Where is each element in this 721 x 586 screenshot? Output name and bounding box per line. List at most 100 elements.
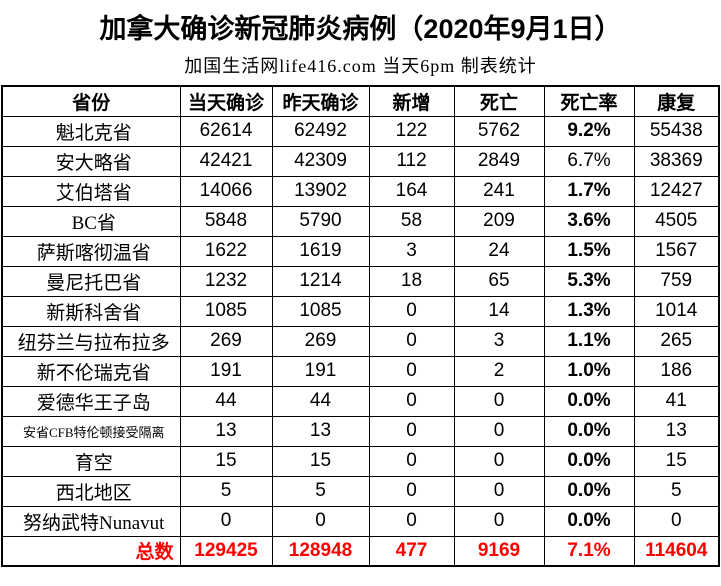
- cell-deaths: 0: [453, 475, 545, 507]
- cell-recovered: 15: [633, 445, 720, 477]
- total-cell-yesterday: 128948: [271, 535, 370, 567]
- cell-deaths: 5762: [453, 115, 545, 147]
- table-row: 纽芬兰与拉布拉多 269 269 0 3 1.1% 265: [1, 325, 720, 357]
- cell-death-rate: 6.7%: [543, 145, 635, 177]
- table-row: 西北地区 5 5 0 0 0.0% 5: [1, 475, 720, 507]
- cell-death-rate: 1.0%: [543, 355, 635, 387]
- cell-recovered: 186: [633, 355, 720, 387]
- cell-recovered: 12427: [633, 175, 720, 207]
- total-cell-death-rate: 7.1%: [543, 535, 635, 567]
- cell-yesterday: 1085: [271, 295, 370, 327]
- cell-province: 曼尼托巴省: [1, 265, 181, 297]
- header-cell-death-rate: 死亡率: [543, 85, 635, 117]
- cell-recovered: 41: [633, 385, 720, 417]
- header-cell-recovered: 康复: [633, 85, 720, 117]
- cell-new: 0: [368, 355, 455, 387]
- table-row: 安大略省 42421 42309 112 2849 6.7% 38369: [1, 145, 720, 177]
- cell-death-rate: 0.0%: [543, 505, 635, 537]
- cell-today: 44: [179, 385, 273, 417]
- cell-death-rate: 0.0%: [543, 475, 635, 507]
- cell-yesterday: 42309: [271, 145, 370, 177]
- cell-death-rate: 1.5%: [543, 235, 635, 267]
- cell-yesterday: 191: [271, 355, 370, 387]
- cell-today: 5: [179, 475, 273, 507]
- cell-province: BC省: [1, 205, 181, 237]
- cell-today: 13: [179, 415, 273, 447]
- table-row: 新斯科舍省 1085 1085 0 14 1.3% 1014: [1, 295, 720, 327]
- cell-yesterday: 269: [271, 325, 370, 357]
- cell-province: 西北地区: [1, 475, 181, 507]
- cell-today: 191: [179, 355, 273, 387]
- cell-death-rate: 9.2%: [543, 115, 635, 147]
- cell-recovered: 5: [633, 475, 720, 507]
- cell-death-rate: 1.7%: [543, 175, 635, 207]
- page-title: 加拿大确诊新冠肺炎病例（2020年9月1日）: [99, 14, 622, 44]
- cell-today: 62614: [179, 115, 273, 147]
- cell-recovered: 1014: [633, 295, 720, 327]
- table-row: 爱德华王子岛 44 44 0 0 0.0% 41: [1, 385, 720, 417]
- cell-today: 269: [179, 325, 273, 357]
- cell-deaths: 2849: [453, 145, 545, 177]
- cell-today: 15: [179, 445, 273, 477]
- cell-yesterday: 44: [271, 385, 370, 417]
- cell-province: 纽芬兰与拉布拉多: [1, 325, 181, 357]
- cell-today: 42421: [179, 145, 273, 177]
- cell-province: 新斯科舍省: [1, 295, 181, 327]
- cell-deaths: 24: [453, 235, 545, 267]
- cell-death-rate: 3.6%: [543, 205, 635, 237]
- cell-deaths: 2: [453, 355, 545, 387]
- cell-today: 0: [179, 505, 273, 537]
- cell-today: 1085: [179, 295, 273, 327]
- cell-death-rate: 0.0%: [543, 385, 635, 417]
- header-cell-deaths: 死亡: [453, 85, 545, 117]
- cell-deaths: 14: [453, 295, 545, 327]
- cell-province: 新不伦瑞克省: [1, 355, 181, 387]
- cell-yesterday: 5: [271, 475, 370, 507]
- cell-new: 0: [368, 475, 455, 507]
- cell-province: 安大略省: [1, 145, 181, 177]
- cell-deaths: 3: [453, 325, 545, 357]
- cell-new: 0: [368, 295, 455, 327]
- cell-deaths: 0: [453, 505, 545, 537]
- cell-new: 0: [368, 505, 455, 537]
- cell-recovered: 0: [633, 505, 720, 537]
- cell-new: 3: [368, 235, 455, 267]
- cell-recovered: 4505: [633, 205, 720, 237]
- cell-yesterday: 13: [271, 415, 370, 447]
- cell-deaths: 0: [453, 445, 545, 477]
- table-row: 艾伯塔省 14066 13902 164 241 1.7% 12427: [1, 175, 720, 207]
- cell-new: 0: [368, 325, 455, 357]
- table-row: 新不伦瑞克省 191 191 0 2 1.0% 186: [1, 355, 720, 387]
- total-row: 总数 129425 128948 477 9169 7.1% 114604: [1, 535, 720, 567]
- cell-yesterday: 62492: [271, 115, 370, 147]
- cell-new: 0: [368, 445, 455, 477]
- cell-deaths: 0: [453, 415, 545, 447]
- covid-cases-table: 省份 当天确诊 昨天确诊 新增 死亡 死亡率 康复 魁北克省 62614 62492…: [1, 85, 720, 567]
- header-row: 省份 当天确诊 昨天确诊 新增 死亡 死亡率 康复: [1, 85, 720, 117]
- cell-province: 努纳武特Nunavut: [1, 505, 181, 537]
- cell-recovered: 13: [633, 415, 720, 447]
- total-label: 总数: [1, 535, 181, 567]
- cell-new: 122: [368, 115, 455, 147]
- cell-province: 萨斯喀彻温省: [1, 235, 181, 267]
- cell-new: 0: [368, 385, 455, 417]
- cell-death-rate: 1.3%: [543, 295, 635, 327]
- cell-deaths: 65: [453, 265, 545, 297]
- cell-recovered: 265: [633, 325, 720, 357]
- cell-today: 1232: [179, 265, 273, 297]
- cell-deaths: 241: [453, 175, 545, 207]
- cell-yesterday: 0: [271, 505, 370, 537]
- cell-new: 18: [368, 265, 455, 297]
- cell-death-rate: 0.0%: [543, 445, 635, 477]
- cell-province: 魁北克省: [1, 115, 181, 147]
- cell-new: 164: [368, 175, 455, 207]
- header-cell-new: 新增: [368, 85, 455, 117]
- total-cell-today: 129425: [179, 535, 273, 567]
- cell-yesterday: 1619: [271, 235, 370, 267]
- cell-deaths: 0: [453, 385, 545, 417]
- cell-death-rate: 0.0%: [543, 415, 635, 447]
- cell-death-rate: 5.3%: [543, 265, 635, 297]
- table-row: 努纳武特Nunavut 0 0 0 0 0.0% 0: [1, 505, 720, 537]
- header-cell-today: 当天确诊: [179, 85, 273, 117]
